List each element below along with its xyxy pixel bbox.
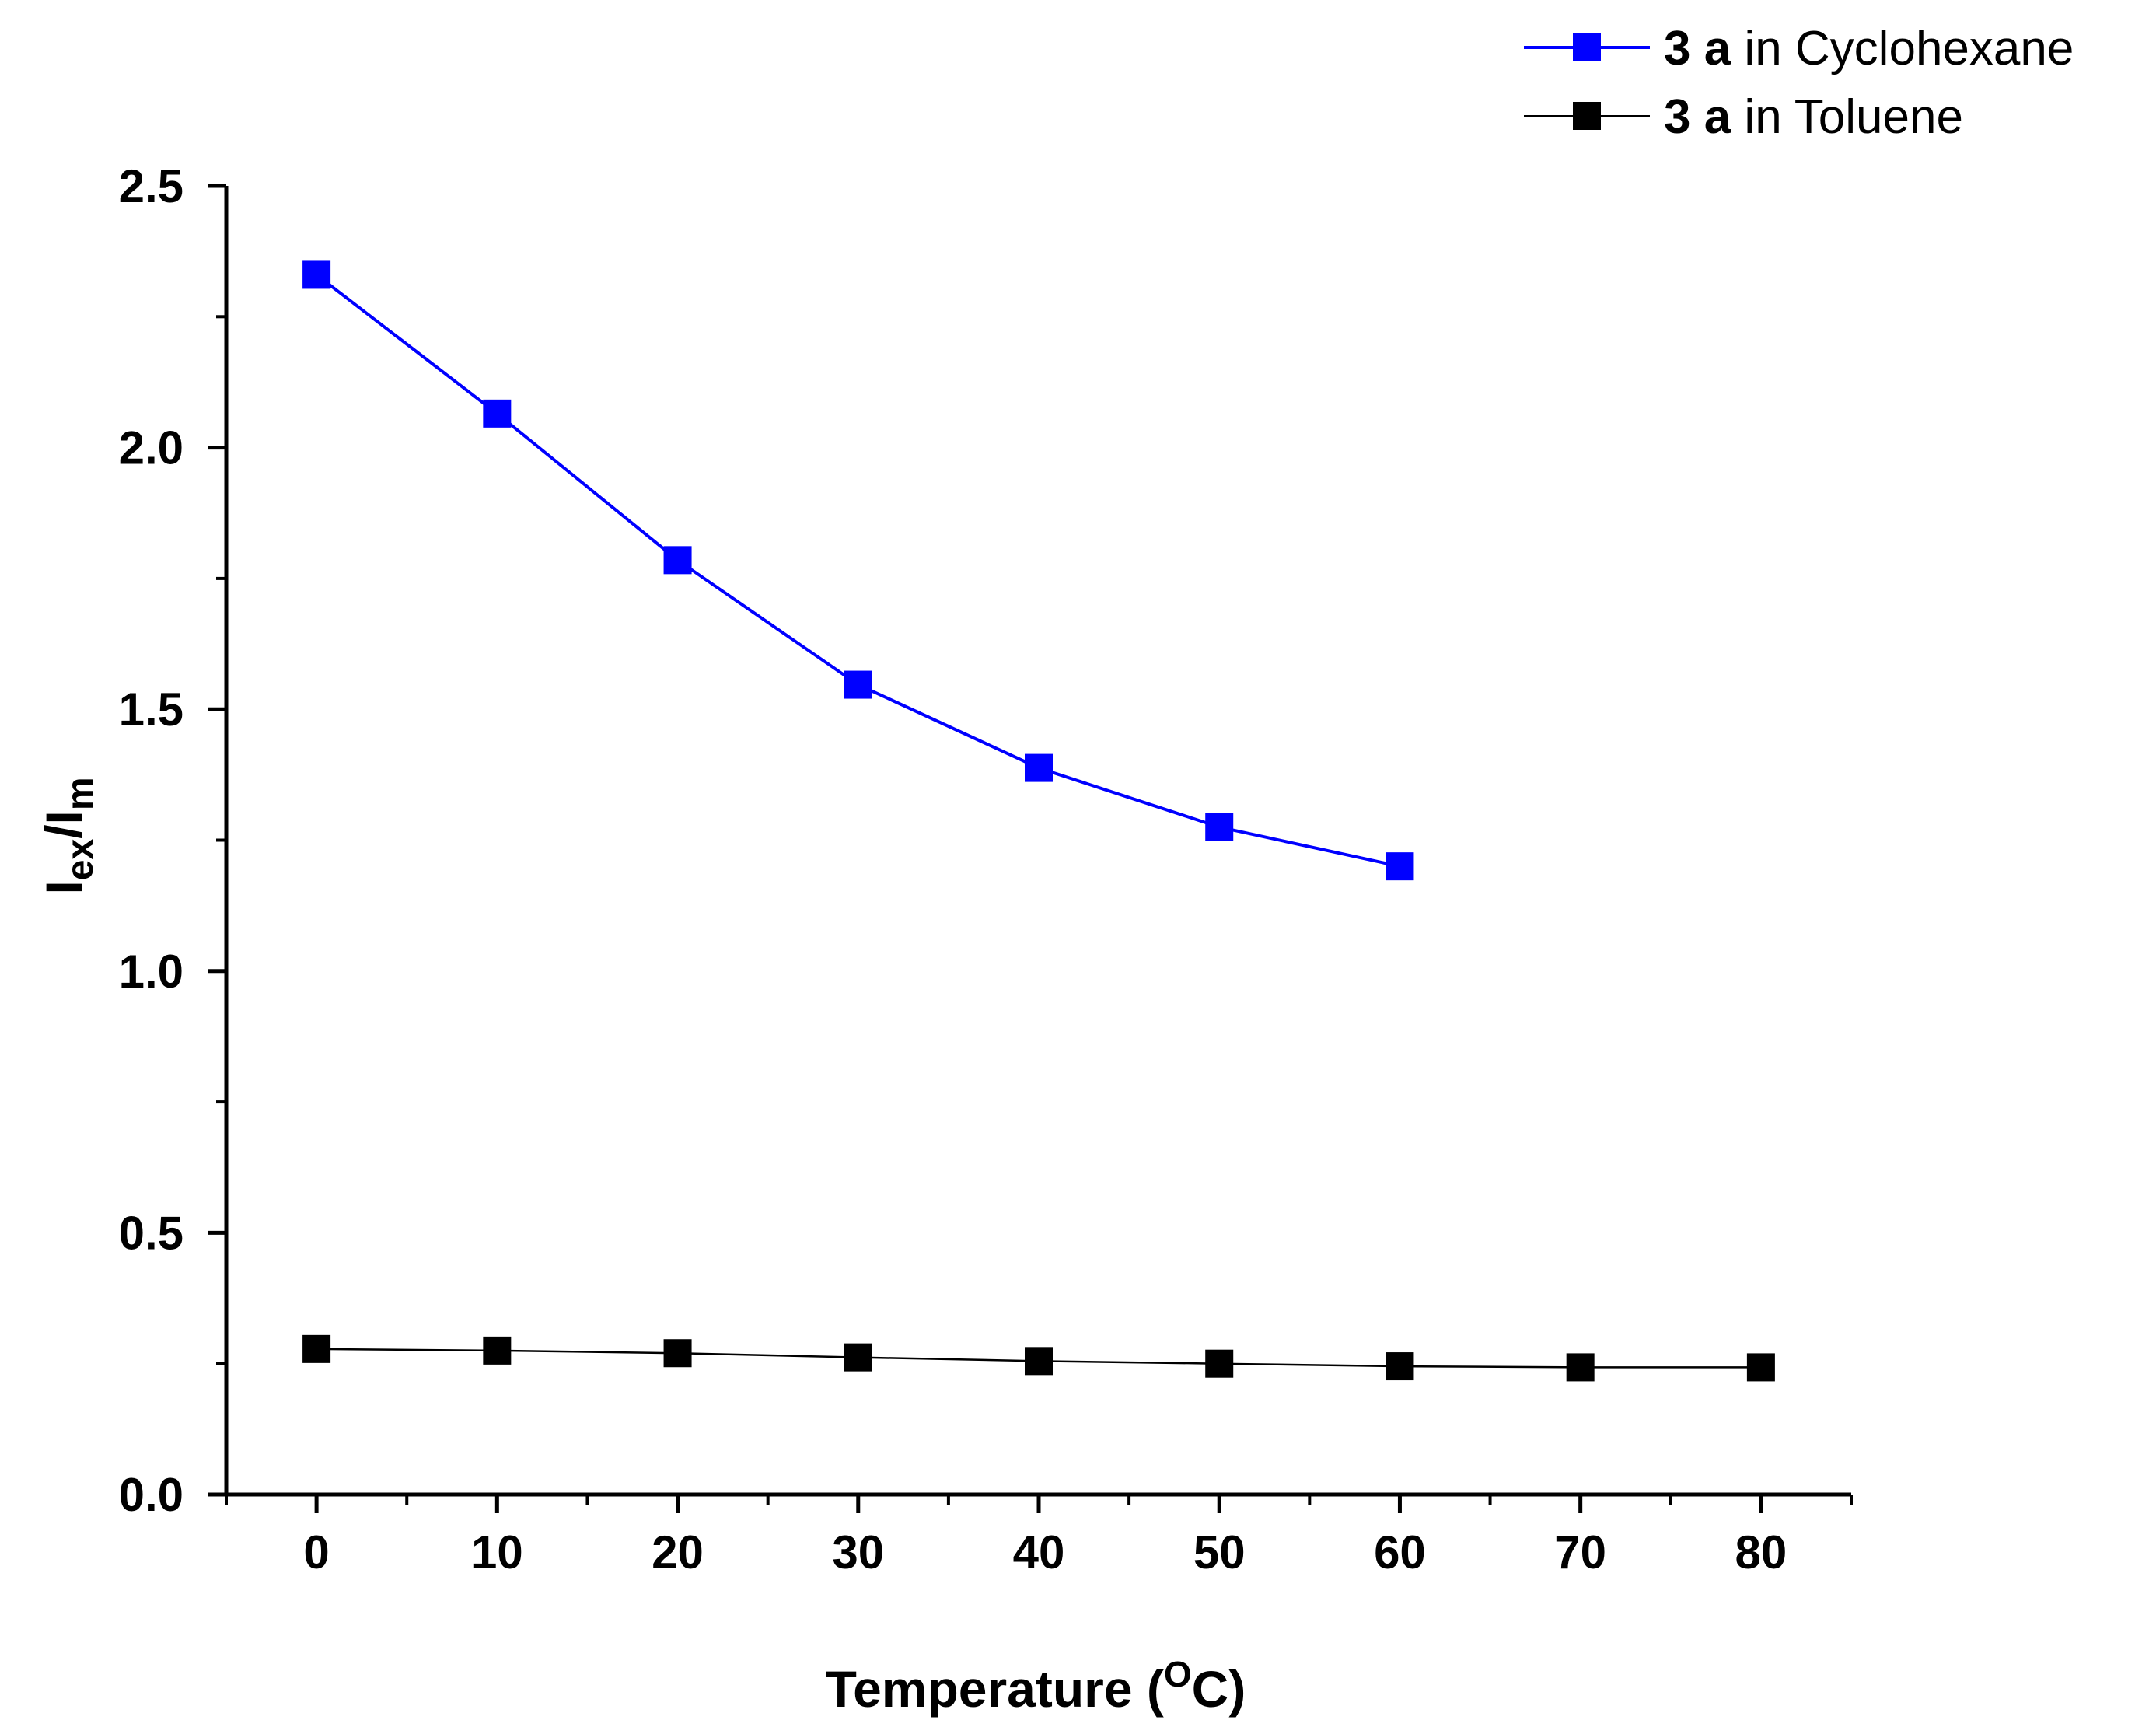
y-axis-title: Iex/Im [35, 777, 101, 894]
y-tick-label: 2.0 [119, 422, 183, 474]
data-point-toluene [1746, 1353, 1775, 1382]
y-tick-label: 0.5 [119, 1207, 183, 1259]
legend-marker-cyclohexane [1573, 33, 1601, 61]
data-point-toluene [663, 1339, 692, 1368]
data-series [302, 260, 1775, 1382]
x-tick-label: 80 [1735, 1526, 1787, 1578]
x-tick-label: 60 [1374, 1526, 1426, 1578]
data-point-toluene [483, 1336, 512, 1365]
data-point-toluene [1566, 1353, 1595, 1382]
data-point-toluene [1386, 1352, 1414, 1381]
x-tick-label: 40 [1013, 1526, 1065, 1578]
data-point-cyclohexane [663, 546, 692, 575]
data-point-cyclohexane [844, 670, 872, 699]
y-tick-label: 0.0 [119, 1469, 183, 1521]
x-tick-label: 10 [471, 1526, 523, 1578]
axis-ticks [208, 184, 1853, 1513]
x-axis-title: Temperature (OC) [826, 1654, 1246, 1718]
x-tick-label: 0 [303, 1526, 329, 1578]
data-point-toluene [1025, 1347, 1053, 1376]
legend-label-toluene: 3 a in Toluene [1664, 90, 1963, 144]
y-tick-label: 2.5 [119, 160, 183, 212]
data-point-toluene [302, 1334, 331, 1363]
data-point-cyclohexane [1205, 813, 1234, 841]
y-tick-label: 1.5 [119, 683, 183, 736]
x-tick-label: 20 [652, 1526, 704, 1578]
data-point-cyclohexane [1386, 852, 1414, 881]
legend: 3 a in Cyclohexane 3 a in Toluene [1524, 22, 2074, 144]
x-tick-label: 30 [832, 1526, 884, 1578]
y-tick-label: 1.0 [119, 946, 183, 998]
legend-marker-toluene [1573, 102, 1601, 130]
legend-entry-toluene: 3 a in Toluene [1524, 90, 1963, 144]
x-tick-label: 50 [1193, 1526, 1246, 1578]
data-point-cyclohexane [483, 399, 512, 428]
x-tick-label: 70 [1554, 1526, 1606, 1578]
legend-label-cyclohexane: 3 a in Cyclohexane [1664, 22, 2074, 75]
legend-entry-cyclohexane: 3 a in Cyclohexane [1524, 22, 2074, 75]
data-point-cyclohexane [302, 260, 331, 289]
axis-tick-labels: 0 10 20 30 40 50 60 70 80 0.0 0.5 1.0 1.5 2.0 2.5 [119, 160, 1787, 1578]
series-toluene [302, 1334, 1775, 1382]
data-point-toluene [1205, 1349, 1234, 1378]
data-point-toluene [844, 1343, 872, 1372]
series-cyclohexane [302, 260, 1414, 881]
data-point-cyclohexane [1025, 753, 1053, 782]
